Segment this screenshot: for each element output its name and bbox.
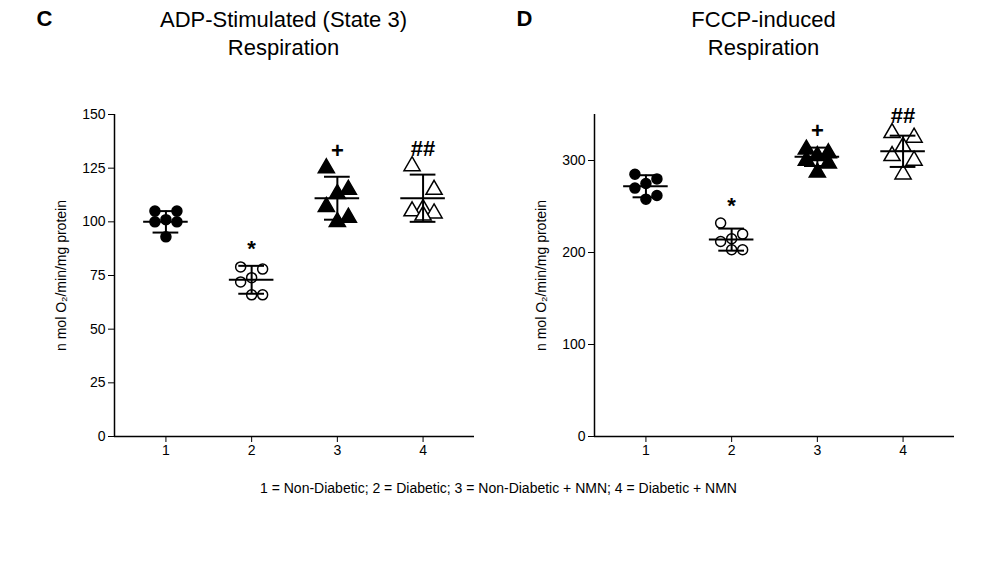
svg-text:2: 2 bbox=[247, 442, 255, 458]
svg-text:3: 3 bbox=[333, 442, 341, 458]
html-text:FCCP-induced Respiration: FCCP-induced Respiration bbox=[691, 7, 836, 60]
svg-text:150: 150 bbox=[82, 106, 106, 122]
svg-text:100: 100 bbox=[82, 213, 106, 229]
svg-text:25: 25 bbox=[89, 374, 105, 390]
svg-text:50: 50 bbox=[89, 321, 105, 337]
svg-text:3: 3 bbox=[813, 442, 821, 458]
svg-text:300: 300 bbox=[562, 152, 586, 168]
svg-text:n mol O₂/min/mg protein: n mol O₂/min/mg protein bbox=[53, 200, 69, 351]
html-text:D: D bbox=[516, 6, 533, 31]
svg-text:##: ## bbox=[410, 136, 434, 161]
svg-text:0: 0 bbox=[577, 428, 585, 444]
svg-text:4: 4 bbox=[899, 442, 907, 458]
svg-text:1: 1 bbox=[642, 442, 650, 458]
html-text:1 = Non-Diabetic; 2 = Diabetic: 1 = Non-Diabetic; 2 = Diabetic; 3 = Non-… bbox=[260, 480, 737, 496]
svg-text:+: + bbox=[810, 118, 823, 143]
svg-text:##: ## bbox=[890, 103, 914, 128]
svg-text:n mol O₂/min/mg protein: n mol O₂/min/mg protein bbox=[533, 200, 549, 351]
svg-text:*: * bbox=[247, 236, 256, 261]
svg-text:2: 2 bbox=[727, 442, 735, 458]
svg-text:+: + bbox=[330, 138, 343, 163]
svg-text:75: 75 bbox=[89, 267, 105, 283]
svg-text:1: 1 bbox=[162, 442, 170, 458]
html-text:C: C bbox=[36, 6, 53, 31]
svg-text:125: 125 bbox=[82, 160, 106, 176]
svg-text:100: 100 bbox=[562, 336, 586, 352]
svg-text:4: 4 bbox=[419, 442, 427, 458]
html-text:ADP-Stimulated (State 3) Respi: ADP-Stimulated (State 3) Respiration bbox=[160, 7, 407, 60]
svg-text:0: 0 bbox=[97, 428, 105, 444]
svg-text:*: * bbox=[727, 193, 736, 218]
svg-text:200: 200 bbox=[562, 244, 586, 260]
